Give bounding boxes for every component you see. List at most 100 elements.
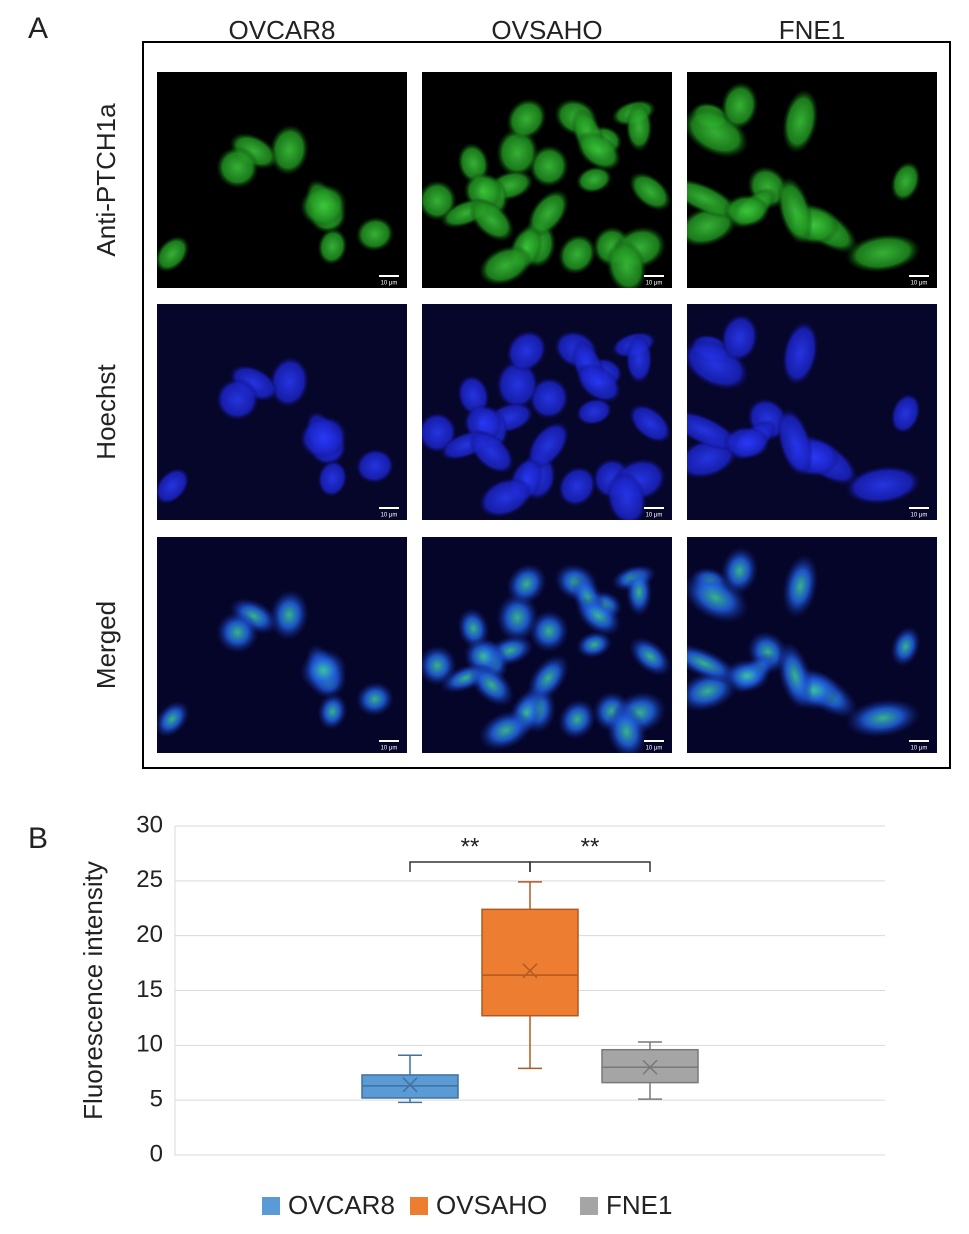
panel-label: B: [28, 822, 48, 855]
cell: [317, 693, 348, 730]
y-tick-label: 10: [136, 1031, 163, 1058]
significance-label: **: [581, 833, 600, 860]
micrograph: 10 μm: [687, 537, 937, 753]
cell: [723, 659, 770, 693]
cell: [890, 626, 921, 667]
significance-bracket: [409, 861, 531, 872]
cell: [606, 239, 647, 288]
cells: [422, 563, 672, 753]
y-tick-label: 15: [136, 976, 163, 1003]
cells: [687, 546, 921, 738]
cell: [576, 131, 622, 171]
cell: [528, 145, 569, 188]
cell: [506, 563, 547, 605]
micrograph: 10 μm: [687, 304, 937, 520]
cell: [687, 643, 740, 684]
cells: [422, 330, 672, 520]
cells: [687, 81, 921, 273]
image-background: [157, 537, 407, 753]
cell: [890, 393, 921, 434]
cell: [723, 426, 770, 460]
cell: [625, 567, 653, 617]
cell: [157, 235, 190, 273]
row-label: Hoechst: [91, 364, 121, 460]
cell: [269, 589, 309, 641]
cell: [720, 546, 759, 595]
image-grid: OVCAR8 OVSAHO FNE1 Anti-PTCH1a Hoechst Merged…: [91, 15, 937, 753]
cell: [687, 178, 740, 219]
cell: [625, 102, 653, 152]
cell: [216, 146, 259, 189]
cell: [496, 359, 539, 410]
y-axis-label: Fluorescence intensity: [78, 861, 108, 1120]
micrograph: 10 μm: [157, 304, 407, 520]
scale-bar-label: 10 μm: [381, 513, 398, 519]
cell: [506, 330, 547, 372]
cell: [576, 596, 622, 636]
cell: [355, 448, 395, 484]
significance-label: **: [461, 833, 480, 860]
cell: [269, 124, 309, 176]
cell: [890, 161, 921, 202]
cells: [422, 98, 672, 288]
scale-bar-label: 10 μm: [381, 281, 398, 287]
cell: [478, 710, 533, 751]
box: [601, 1048, 699, 1084]
box-chart: 0 5 10 15 20 25 30 Fluorescence intensity ** ** OV…: [78, 811, 885, 1220]
panel-label: A: [28, 12, 48, 45]
significance-bracket: [529, 861, 651, 872]
cell: [317, 228, 348, 265]
cell: [216, 611, 259, 654]
legend-swatch: [580, 1197, 598, 1215]
y-tick-label: 0: [150, 1140, 163, 1167]
cells: [157, 124, 395, 273]
cell: [478, 245, 533, 286]
cell: [777, 641, 813, 710]
y-tick-label: 30: [136, 811, 163, 838]
mean-marker: [642, 1059, 658, 1075]
row-label: Anti-PTCH1a: [91, 103, 121, 257]
cell: [299, 648, 348, 692]
cell: [576, 398, 613, 426]
cell: [558, 699, 597, 740]
micrograph: 10 μm: [422, 304, 672, 520]
y-tick-label: 5: [150, 1086, 163, 1113]
y-tick-label: 25: [136, 866, 163, 893]
legend-label: FNE1: [606, 1190, 672, 1220]
cell: [527, 189, 570, 238]
legend-label: OVCAR8: [288, 1190, 395, 1220]
image-background: [157, 72, 407, 288]
micrograph: 10 μm: [422, 72, 672, 288]
cell: [687, 410, 740, 451]
scale-bar-label: 10 μm: [646, 746, 663, 752]
cell: [720, 313, 759, 362]
cell: [606, 704, 647, 753]
cell: [528, 377, 569, 420]
cell: [299, 415, 348, 459]
micrograph: 10 μm: [157, 537, 407, 753]
y-tick-label: 20: [136, 921, 163, 948]
cell: [269, 356, 309, 408]
scale-bar-label: 10 μm: [911, 281, 928, 287]
cell: [625, 334, 653, 384]
cell: [496, 592, 539, 643]
micrograph: 10 μm: [157, 72, 407, 288]
micrograph: 10 μm: [687, 72, 937, 288]
cell: [782, 321, 819, 386]
cell: [782, 554, 819, 619]
cell: [777, 408, 813, 477]
image-background: [157, 304, 407, 520]
cells: [157, 589, 395, 738]
scale-bar-label: 10 μm: [381, 746, 398, 752]
legend-swatch: [262, 1197, 280, 1215]
mean-marker: [402, 1077, 418, 1093]
cell: [845, 465, 921, 505]
cell: [845, 698, 921, 738]
cell: [528, 610, 569, 653]
cell: [527, 654, 570, 703]
cell: [157, 700, 190, 738]
cell: [576, 166, 613, 194]
cell: [777, 176, 813, 245]
cell: [576, 631, 613, 659]
cell: [558, 466, 597, 507]
